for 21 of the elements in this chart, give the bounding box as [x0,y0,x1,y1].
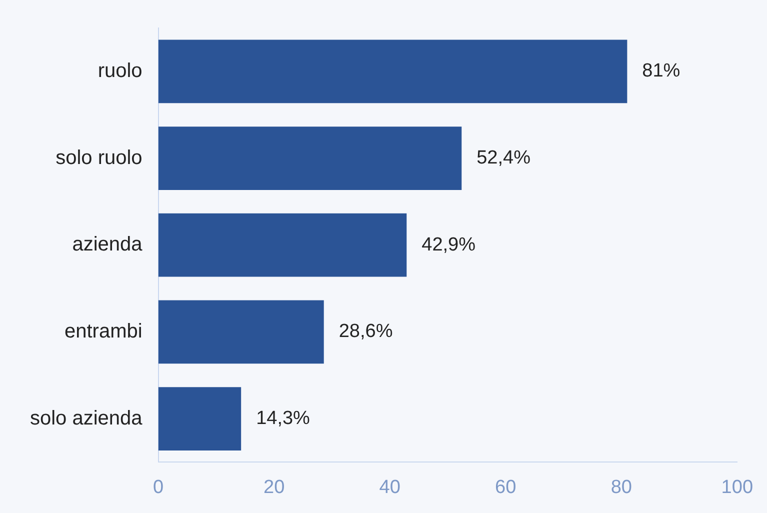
bar [158,213,407,277]
bar [158,40,628,104]
data-label: 14,3% [256,408,310,430]
bar [158,387,242,450]
y-tick-label: solo ruolo [56,146,142,169]
x-tick-label: 80 [610,476,632,498]
x-tick-label: 40 [379,476,400,498]
y-tick-label: entrambi [64,320,142,342]
data-label: 28,6% [338,321,393,342]
x-tick-label: 0 [153,476,164,498]
x-tick-label: 100 [721,476,753,498]
x-tick-label: 20 [264,476,285,498]
x-tick-label: 60 [495,476,516,498]
data-label: 52,4% [476,147,531,168]
data-label: 81% [642,60,680,82]
bar [158,126,462,190]
data-label: 42,9% [422,234,476,256]
bar [158,300,324,364]
y-tick-label: ruolo [98,60,142,82]
y-tick-label: azienda [72,234,144,256]
y-tick-label: solo azienda [30,407,144,430]
